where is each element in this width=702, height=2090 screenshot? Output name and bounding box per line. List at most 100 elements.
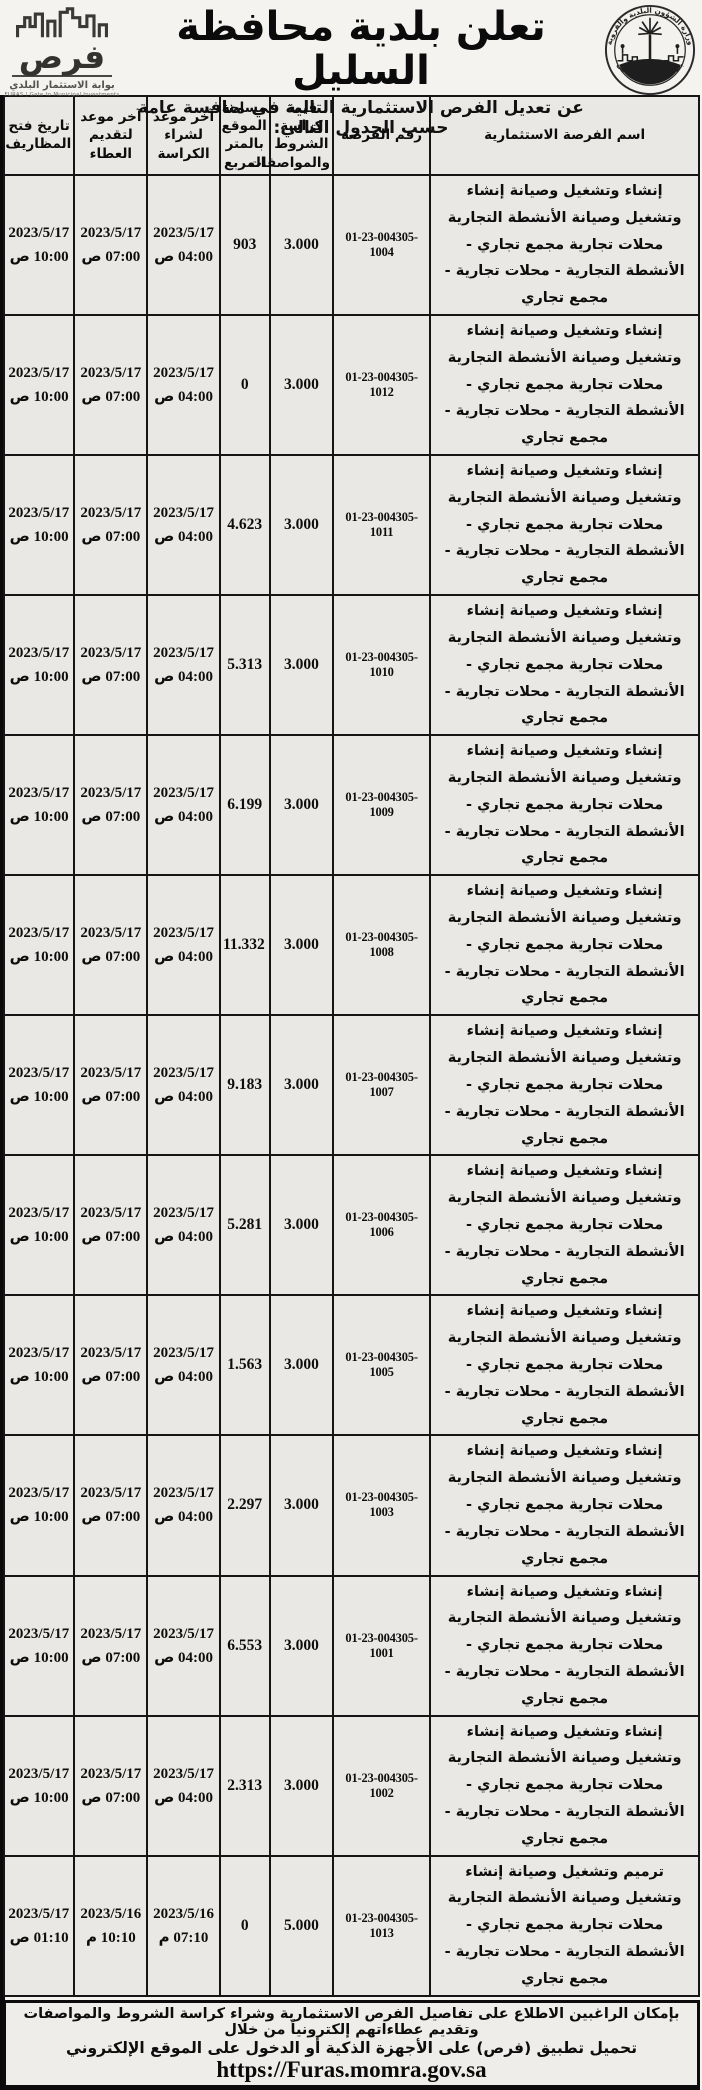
table-row: إنشاء وتشغيل وصيانة إنشاء وتشغيل وصيانة … [2,1294,700,1437]
purchase-deadline-cell: 2023/5/17 04:00 ص [146,453,221,597]
opportunities-table: اسم الفرصة الاستثمارية رقم الفرصة قيمة ك… [2,95,700,1997]
col-site-area: مساحة الموقع بالمتر المربع [218,95,271,176]
opportunity-number: 01-23-004305-1010 [331,594,432,737]
site-area: 0 [218,1854,271,1997]
site-area: 2.297 [218,1434,271,1577]
col-booklet-price: قيمة كراسة الشروط والمواصفات [248,95,334,176]
purchase-deadline-cell: 2023/5/17 04:00 ص [146,313,221,457]
footer-access-text: تحميل تطبيق (فرص) على الأجهزة الذكية أو … [65,2038,638,2057]
opportunity-name: إنشاء وتشغيل وصيانة إنشاء وتشغيل وصيانة … [429,1294,700,1437]
opening-date-cell: 2023/5/17 10:00 ص [2,594,76,737]
purchase-deadline-cell: 2023/5/17 04:00 ص [146,1574,221,1717]
opportunity-number: 01-23-004305-1008 [331,874,432,1017]
table-row: إنشاء وتشغيل وصيانة إنشاء وتشغيل وصيانة … [2,734,700,877]
table-row: إنشاء وتشغيل وصيانة إنشاء وتشغيل وصيانة … [2,453,700,597]
table-row: إنشاء وتشغيل وصيانة إنشاء وتشغيل وصيانة … [2,1574,700,1717]
table-row: إنشاء وتشغيل وصيانة إنشاء وتشغيل وصيانة … [2,1154,700,1297]
submission-deadline-cell: 2023/5/17 07:00 ص [73,1294,149,1437]
announcement-footer: بإمكان الراغبين الاطلاع على تفاصيل الفرص… [3,1999,700,2090]
opportunity-name: إنشاء وتشغيل وصيانة إنشاء وتشغيل وصيانة … [429,173,700,316]
submission-deadline-cell: 2023/5/17 07:00 ص [73,1714,149,1857]
submission-deadline-cell: 2023/5/17 07:00 ص [73,1154,149,1297]
col-opportunity-name: اسم الفرصة الاستثمارية [429,95,700,176]
table-row: ترميم وتشغيل وصيانة إنشاء وتشغيل وصيانة … [2,1854,700,1997]
website-url[interactable]: https://Furas.momra.gov.sa [216,2056,487,2082]
booklet-price: 3.000 [268,313,334,457]
table-row: إنشاء وتشغيل وصيانة إنشاء وتشغيل وصيانة … [2,1434,700,1577]
site-area: 903 [218,173,271,316]
submission-deadline-cell: 2023/5/16 10:10 م [73,1854,149,1997]
opportunity-number: 01-23-004305-1005 [331,1294,432,1437]
purchase-deadline-cell: 2023/5/17 04:00 ص [146,1014,221,1157]
announcement-body: اسم الفرصة الاستثمارية رقم الفرصة قيمة ك… [0,95,702,2090]
booklet-price: 3.000 [268,1574,334,1717]
table-row: إنشاء وتشغيل وصيانة إنشاء وتشغيل وصيانة … [2,1714,700,1857]
opportunity-name: إنشاء وتشغيل وصيانة إنشاء وتشغيل وصيانة … [429,1014,700,1157]
opportunity-name: إنشاء وتشغيل وصيانة إنشاء وتشغيل وصيانة … [429,1714,700,1857]
opening-date-cell: 2023/5/17 10:00 ص [2,1574,76,1717]
opportunity-name: ترميم وتشغيل وصيانة إنشاء وتشغيل وصيانة … [429,1854,700,1997]
opportunity-number: 01-23-004305-1009 [331,734,432,877]
booklet-price: 3.000 [268,1434,334,1577]
purchase-deadline-cell: 2023/5/17 04:00 ص [146,1154,221,1297]
opening-date-cell: 2023/5/17 10:00 ص [2,453,76,597]
booklet-price: 3.000 [268,173,334,316]
opportunity-name: إنشاء وتشغيل وصيانة إنشاء وتشغيل وصيانة … [429,594,700,737]
booklet-price: 3.000 [268,1014,334,1157]
opportunity-name: إنشاء وتشغيل وصيانة إنشاء وتشغيل وصيانة … [429,1574,700,1717]
site-area: 2.313 [218,1714,271,1857]
opportunity-name: إنشاء وتشغيل وصيانة إنشاء وتشغيل وصيانة … [429,453,700,597]
col-opportunity-number: رقم الفرصة [331,95,432,176]
footer-instructions: بإمكان الراغبين الاطلاع على تفاصيل الفرص… [23,2005,680,2038]
opportunity-number: 01-23-004305-1006 [331,1154,432,1297]
booklet-price: 3.000 [268,1154,334,1297]
opportunity-number: 01-23-004305-1012 [331,313,432,457]
footer-access-line: تحميل تطبيق (فرص) على الأجهزة الذكية أو … [12,2039,691,2083]
opening-date-cell: 2023/5/17 10:00 ص [2,1154,76,1297]
submission-deadline-cell: 2023/5/17 07:00 ص [73,173,149,316]
booklet-price: 3.000 [268,594,334,737]
table-row: إنشاء وتشغيل وصيانة إنشاء وتشغيل وصيانة … [2,594,700,737]
purchase-deadline-cell: 2023/5/17 04:00 ص [146,1294,221,1437]
purchase-deadline-cell: 2023/5/17 04:00 ص [146,1434,221,1577]
opening-date-cell: 2023/5/17 10:00 ص [2,1294,76,1437]
col-submission-deadline: آخر موعد لتقديم العطاء [73,95,149,176]
table-row: إنشاء وتشغيل وصيانة إنشاء وتشغيل وصيانة … [2,1014,700,1157]
submission-deadline-cell: 2023/5/17 07:00 ص [73,453,149,597]
purchase-deadline-cell: 2023/5/16 07:10 م [146,1854,221,1997]
opportunity-name: إنشاء وتشغيل وصيانة إنشاء وتشغيل وصيانة … [429,1154,700,1297]
opening-date-cell: 2023/5/17 10:00 ص [2,1714,76,1857]
purchase-deadline-cell: 2023/5/17 04:00 ص [146,874,221,1017]
purchase-deadline-cell: 2023/5/17 04:00 ص [146,594,221,737]
announcement-header: وزارة الشؤون البلدية والقروية بلدية محاف… [0,0,702,138]
col-purchase-deadline: آخر موعد لشراء الكراسة [146,95,221,176]
opening-date-cell: 2023/5/17 10:00 ص [2,313,76,457]
municipality-seal-icon: وزارة الشؤون البلدية والقروية بلدية محاف… [604,4,696,96]
municipality-emblem: وزارة الشؤون البلدية والقروية بلدية محاف… [600,3,700,97]
furas-wordmark: فرص [18,37,106,76]
site-area: 4.623 [218,453,271,597]
furas-tagline-ar: بوابة الاستثمار البلدي [9,80,115,92]
site-area: 5.281 [218,1154,271,1297]
site-area: 6.199 [218,734,271,877]
opening-date-cell: 2023/5/17 10:00 ص [2,1014,76,1157]
submission-deadline-cell: 2023/5/17 07:00 ص [73,734,149,877]
table-header: اسم الفرصة الاستثمارية رقم الفرصة قيمة ك… [2,95,700,176]
opportunity-name: إنشاء وتشغيل وصيانة إنشاء وتشغيل وصيانة … [429,1434,700,1577]
opening-date-cell: 2023/5/17 10:00 ص [2,734,76,877]
booklet-price: 3.000 [268,874,334,1017]
submission-deadline-cell: 2023/5/17 07:00 ص [73,313,149,457]
opening-date-cell: 2023/5/17 10:00 ص [2,874,76,1017]
submission-deadline-cell: 2023/5/17 07:00 ص [73,874,149,1017]
table-body: إنشاء وتشغيل وصيانة إنشاء وتشغيل وصيانة … [2,173,700,1997]
furas-tagline-en: FURAS | Gate to Municipal Investments [4,92,120,99]
submission-deadline-cell: 2023/5/17 07:00 ص [73,1574,149,1717]
purchase-deadline-cell: 2023/5/17 04:00 ص [146,1714,221,1857]
opportunity-name: إنشاء وتشغيل وصيانة إنشاء وتشغيل وصيانة … [429,874,700,1017]
site-area: 5.313 [218,594,271,737]
opportunity-number: 01-23-004305-1001 [331,1574,432,1717]
page-title: تعلن بلدية محافظة السليل [176,4,547,94]
site-area: 9.183 [218,1014,271,1157]
opening-date-cell: 2023/5/17 10:00 ص [2,173,76,316]
submission-deadline-cell: 2023/5/17 07:00 ص [73,594,149,737]
